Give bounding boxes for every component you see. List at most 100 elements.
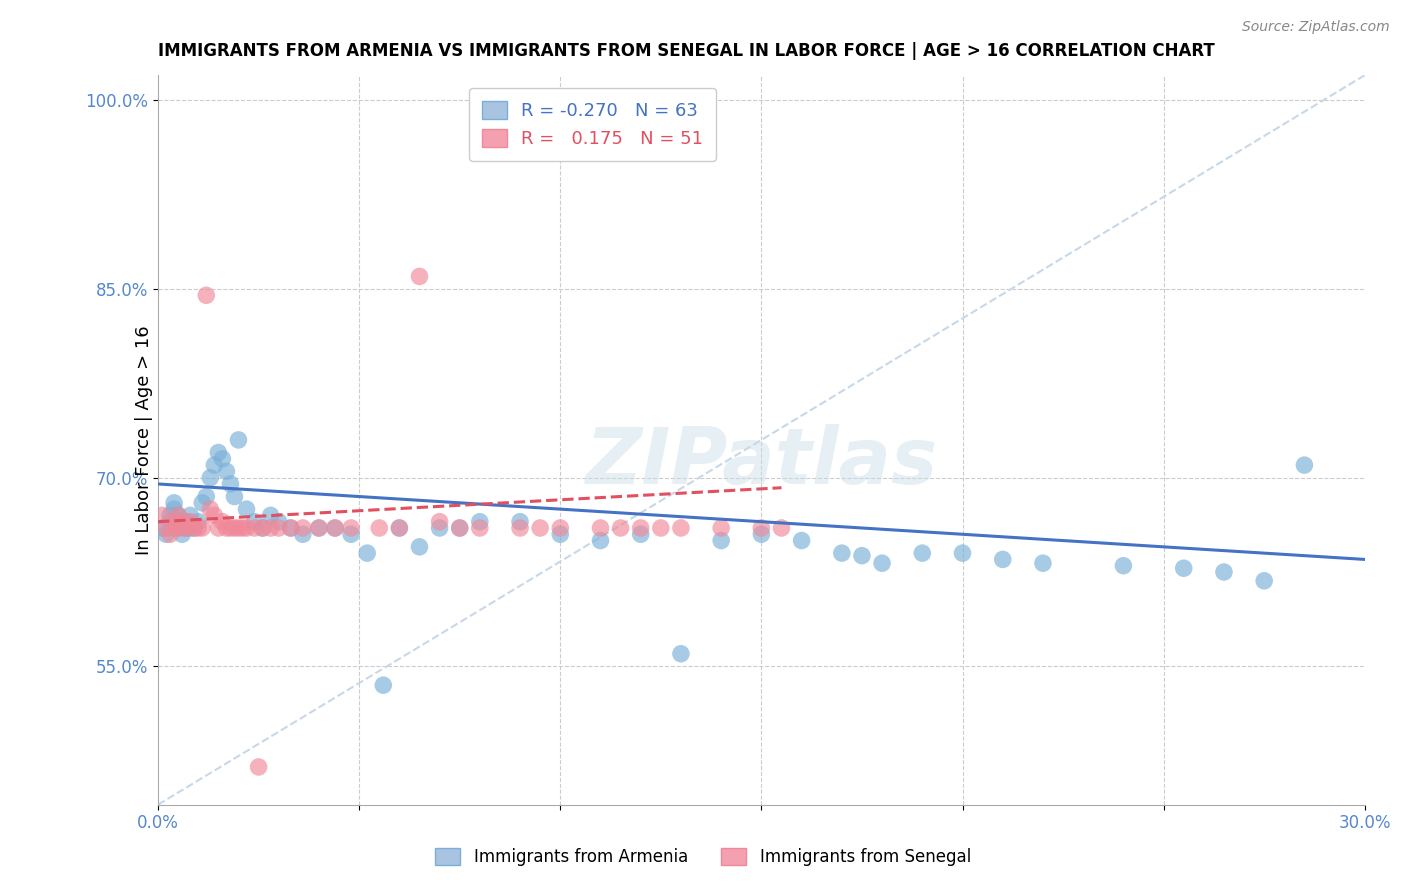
Point [215,521,238,535]
Point [1173,561,1195,575]
Text: Source: ZipAtlas.com: Source: ZipAtlas.com [1241,20,1389,34]
Point [291,521,314,535]
Text: ZIPatlas: ZIPatlas [585,424,938,500]
Point [368,521,391,535]
Point [172,521,194,535]
Point [1294,458,1316,472]
Point [228,521,250,535]
Point [259,521,281,535]
Y-axis label: In Labor Force | Age > 16: In Labor Force | Age > 16 [135,325,153,555]
Point [669,647,692,661]
Legend: R = -0.270   N = 63, R =   0.175   N = 51: R = -0.270 N = 63, R = 0.175 N = 51 [470,88,716,161]
Point [243,515,266,529]
Point [235,521,257,535]
Point [243,521,266,535]
Point [211,451,233,466]
Point [609,521,631,535]
Point [280,521,302,535]
Point [449,521,471,535]
Point [159,527,181,541]
Point [589,533,612,548]
Point [202,508,225,523]
Point [630,521,652,535]
Point [991,552,1014,566]
Point [870,556,893,570]
Point [751,527,773,541]
Point [200,471,222,485]
Point [952,546,974,560]
Point [187,515,209,529]
Point [408,269,430,284]
Point [308,521,330,535]
Point [200,502,222,516]
Point [710,533,733,548]
Point [548,527,571,541]
Point [669,521,692,535]
Point [179,508,201,523]
Point [1032,556,1054,570]
Point [267,515,290,529]
Point [172,515,194,529]
Point [179,521,201,535]
Point [211,515,233,529]
Point [174,515,197,529]
Point [340,521,363,535]
Point [291,527,314,541]
Point [224,490,246,504]
Point [340,527,363,541]
Point [650,521,672,535]
Point [323,521,346,535]
Point [163,521,186,535]
Point [183,521,205,535]
Point [179,515,201,529]
Point [468,515,491,529]
Point [449,521,471,535]
Point [388,521,411,535]
Point [219,521,242,535]
Point [408,540,430,554]
Point [388,521,411,535]
Point [191,496,214,510]
Point [252,521,274,535]
Point [174,521,197,535]
Point [207,521,229,535]
Point [195,490,218,504]
Point [215,464,238,478]
Point [195,288,218,302]
Point [529,521,551,535]
Point [150,508,173,523]
Point [323,521,346,535]
Point [207,445,229,459]
Point [183,521,205,535]
Text: IMMIGRANTS FROM ARMENIA VS IMMIGRANTS FROM SENEGAL IN LABOR FORCE | AGE > 16 COR: IMMIGRANTS FROM ARMENIA VS IMMIGRANTS FR… [157,42,1215,60]
Point [150,521,173,535]
Legend: Immigrants from Armenia, Immigrants from Senegal: Immigrants from Armenia, Immigrants from… [429,841,977,873]
Point [468,521,491,535]
Point [851,549,873,563]
Point [770,521,793,535]
Point [163,515,186,529]
Point [790,533,813,548]
Point [163,502,186,516]
Point [155,521,177,535]
Point [429,515,451,529]
Point [219,477,242,491]
Point [155,527,177,541]
Point [172,527,194,541]
Point [1253,574,1275,588]
Point [167,508,190,523]
Point [235,502,257,516]
Point [267,521,290,535]
Point [509,521,531,535]
Point [373,678,395,692]
Point [187,521,209,535]
Point [202,458,225,472]
Point [911,546,934,560]
Point [1112,558,1135,573]
Point [252,521,274,535]
Point [167,508,190,523]
Point [159,508,181,523]
Point [247,760,270,774]
Point [308,521,330,535]
Point [280,521,302,535]
